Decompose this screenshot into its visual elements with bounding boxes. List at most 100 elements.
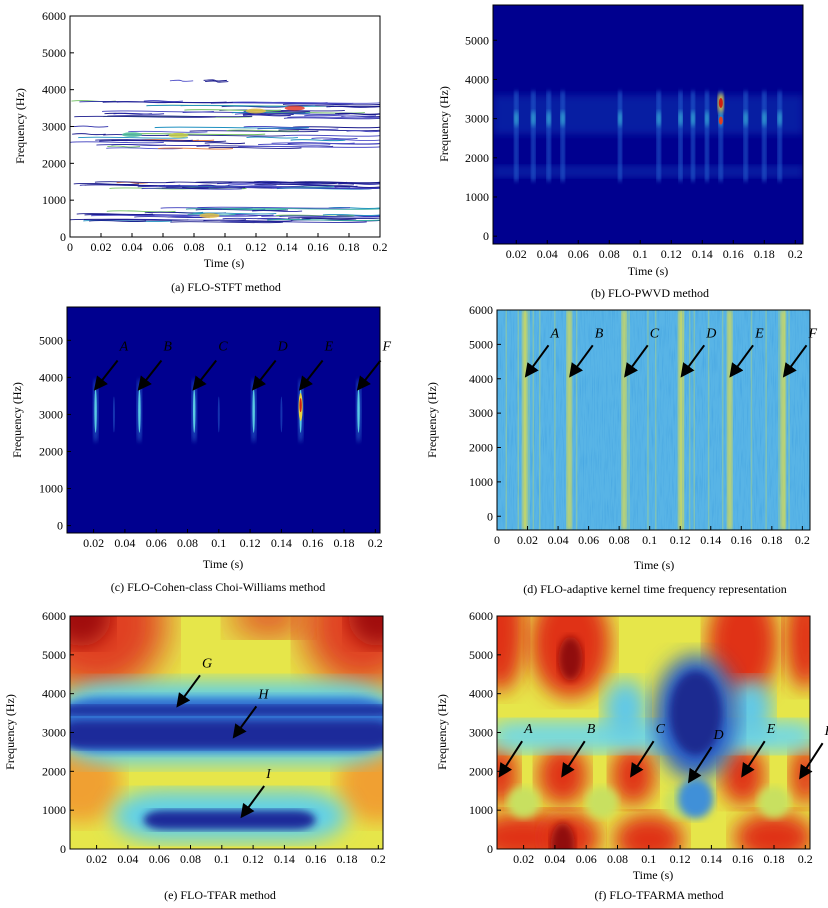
panel-d-streak (682, 310, 685, 530)
panel-d-ylabel: Frequency (Hz) (425, 382, 439, 458)
panel-a-contour-line (102, 110, 214, 113)
panel-a-energy-peak (168, 132, 189, 138)
panel-a-xtick-label: 0.04 (122, 240, 143, 254)
panel-d-ytick-label: 5000 (469, 337, 493, 351)
panel-a-contour-line (73, 182, 140, 185)
panel-b-streak (656, 91, 661, 182)
panel-d-annotation-f: F (808, 326, 818, 341)
panel-b-caption: (b) FLO-PWVD method (591, 286, 709, 300)
panel-b-xtick-label: 0.14 (692, 247, 713, 261)
panel-b-xtick-label: 0.06 (568, 247, 589, 261)
panel-a-contours (70, 79, 380, 224)
panel-f-yellow-region (507, 786, 540, 819)
panel-c-ytick-label: 0 (57, 519, 63, 533)
panel-a-contour-line (242, 113, 294, 116)
panel-a-plot-area (70, 16, 380, 237)
panel-c-component-core (357, 388, 360, 433)
panel-a-contour-line (74, 115, 216, 118)
panel-d-annotation-a: A (549, 326, 559, 341)
panel-d-streak (707, 310, 710, 530)
panel-d-ytick-label: 1000 (469, 475, 493, 489)
panel-f-xtick-label: 0.1 (641, 852, 656, 866)
panel-d-streak (575, 310, 578, 530)
panel-a-contour-line (102, 101, 233, 104)
panel-b-streak-core (656, 110, 661, 127)
panel-e-arrow (232, 705, 258, 739)
panel-f-xtick-label: 0.14 (701, 852, 722, 866)
panel-f-ytick-label: 1000 (469, 803, 493, 817)
panel-a-contour-line (107, 115, 253, 118)
panel-d-annotation-e: E (754, 326, 764, 341)
panel-c-annotation-c: C (218, 340, 228, 355)
panel-a-contour-line (238, 145, 380, 148)
panel-a-contour-line (271, 142, 380, 145)
panel-f-xtick-label: 0.18 (764, 852, 785, 866)
panel-d-xtick-label: 0.18 (761, 533, 782, 547)
panel-a-xtick-label: 0.18 (339, 240, 360, 254)
panel-e-ytick-label: 2000 (42, 764, 66, 778)
panel-b-xtick-label: 0.16 (723, 247, 744, 261)
panel-d-arrow (624, 344, 649, 378)
panel-b-streak-core (531, 110, 536, 127)
panel-d-xtick-label: 0.2 (795, 533, 810, 547)
panel-a-contour-line (287, 217, 380, 220)
panel-a-contour-line (91, 214, 258, 217)
panel-a-contour-line (337, 113, 380, 116)
panel-a-ytick-label: 1000 (42, 193, 66, 207)
panel-c-component-core (94, 388, 97, 433)
panel-a-contour-line (73, 125, 109, 128)
panel-a-contour-line (219, 220, 367, 223)
panel-e-xtick-label: 0.04 (117, 852, 138, 866)
panel-f-hot-region (558, 636, 583, 681)
panel-d-streak (721, 310, 724, 530)
panel-d-streak (532, 310, 535, 530)
panel-a-contour-line (301, 217, 357, 220)
panel-c-annotation-d: D (277, 340, 288, 355)
panel-c-arrow (251, 359, 277, 391)
panel-d-component (621, 310, 627, 530)
panel-e-hot-region (70, 616, 111, 646)
panel-a-energy-peak (122, 132, 142, 138)
panel-a-contour-line (94, 181, 176, 184)
panel-a-contour-line (279, 181, 380, 184)
panel-a-contour-line (254, 183, 354, 186)
panel-d-streak (693, 310, 695, 530)
panel-c-annotation-a: A (119, 340, 129, 355)
panel-b-xtick-label: 0.1 (633, 247, 648, 261)
panel-a-contour-line (113, 112, 165, 115)
panel-a: 0 0.02 0.04 0.06 0.08 0.1 0.12 0.14 0.16 0.18 0.2 0… (13, 9, 388, 294)
panel-a-contour-line (257, 127, 339, 130)
panel-e-energy-band (70, 705, 383, 716)
panel-f-xtick-label: 0.2 (798, 852, 813, 866)
panel-a-contour-line (137, 185, 242, 188)
panel-a-contour-line (169, 79, 194, 82)
panel-f-warm-region (785, 616, 810, 690)
panel-a-ytick-label: 4000 (42, 83, 66, 97)
panel-a-xtick-label: 0.06 (153, 240, 174, 254)
panel-b-streak (690, 91, 695, 182)
panel-a-contour-line (243, 114, 291, 117)
panel-f-ylabel: Frequency (Hz) (435, 694, 449, 770)
panel-b-energy (493, 91, 803, 182)
panel-a-contour-line (334, 185, 380, 188)
panel-b-xtick-label: 0.18 (754, 247, 775, 261)
panel-f-warm-region (613, 814, 684, 849)
panel-b-streak (762, 91, 767, 182)
panel-a-energy-peak (199, 213, 220, 219)
panel-e-energy-band (143, 810, 316, 830)
panel-d-ytick-label: 0 (487, 509, 493, 523)
panel-e-arrow (240, 785, 265, 819)
panel-a-contour-line (96, 144, 210, 147)
panel-f-hot-region (550, 823, 575, 849)
panel-d-streak (654, 310, 657, 530)
panel-a-contour-line (252, 210, 303, 213)
panel-c-ytick-label: 3000 (39, 407, 63, 421)
panel-d-xtick-label: 0.08 (609, 533, 630, 547)
panel-b-xtick-label: 0.08 (599, 247, 620, 261)
panel-e-warm-region (228, 616, 309, 636)
panel-f-xtick-label: 0.12 (670, 852, 691, 866)
panel-c-annotation-b: B (163, 340, 172, 355)
panel-e-xtick-label: 0.02 (86, 852, 107, 866)
panel-f-caption: (f) FLO-TFARMA method (594, 888, 723, 902)
panel-f-arrow (498, 740, 523, 778)
